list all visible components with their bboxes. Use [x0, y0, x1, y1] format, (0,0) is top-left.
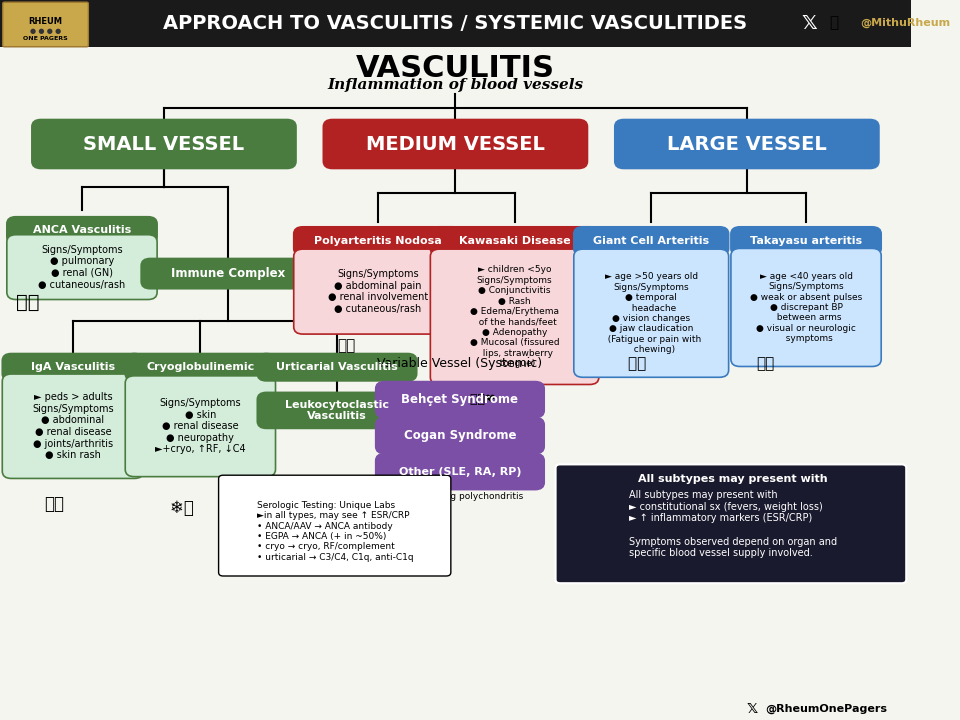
Text: Inflammation of blood vessels: Inflammation of blood vessels — [327, 78, 584, 92]
FancyBboxPatch shape — [574, 249, 729, 377]
Text: VASCULITIS: VASCULITIS — [356, 54, 555, 83]
Text: Signs/Symptoms
● pulmonary
● renal (GN)
● cutaneous/rash: Signs/Symptoms ● pulmonary ● renal (GN) … — [38, 245, 126, 289]
Text: All subtypes may present with: All subtypes may present with — [638, 474, 828, 484]
FancyBboxPatch shape — [32, 120, 296, 168]
Text: APPROACH TO VASCULITIS / SYSTEMIC VASCULITIDES: APPROACH TO VASCULITIS / SYSTEMIC VASCUL… — [163, 14, 748, 32]
FancyBboxPatch shape — [7, 217, 157, 244]
FancyBboxPatch shape — [2, 374, 143, 479]
FancyBboxPatch shape — [375, 418, 544, 454]
Text: 🫁🫘: 🫁🫘 — [15, 293, 39, 312]
Text: LARGE VESSEL: LARGE VESSEL — [667, 135, 827, 153]
Text: ● ● ● ●: ● ● ● ● — [30, 28, 61, 34]
FancyBboxPatch shape — [614, 120, 879, 168]
Text: IgA Vasculitis: IgA Vasculitis — [31, 362, 115, 372]
Text: Behçet Syndrome: Behçet Syndrome — [401, 393, 518, 406]
Text: @MithuRheum: @MithuRheum — [861, 18, 950, 28]
Text: ANCA Vasculitis: ANCA Vasculitis — [33, 225, 132, 235]
Text: MEDIUM VESSEL: MEDIUM VESSEL — [366, 135, 545, 153]
Text: Other (SLE, RA, RP): Other (SLE, RA, RP) — [398, 467, 521, 477]
Text: Immune Complex: Immune Complex — [171, 267, 285, 280]
FancyBboxPatch shape — [257, 354, 417, 381]
Text: ONE PAGERS: ONE PAGERS — [23, 37, 68, 41]
FancyBboxPatch shape — [7, 235, 157, 300]
FancyBboxPatch shape — [257, 392, 417, 428]
Text: Urticarial Vasculitis: Urticarial Vasculitis — [276, 362, 397, 372]
FancyBboxPatch shape — [375, 382, 544, 418]
Text: Cryoglobulinemic: Cryoglobulinemic — [146, 362, 254, 372]
FancyBboxPatch shape — [430, 227, 599, 256]
FancyBboxPatch shape — [141, 258, 314, 289]
Text: 𝕏: 𝕏 — [802, 14, 817, 32]
Text: Signs/Symptoms
● abdominal pain
● renal involvement
● cutaneous/rash: Signs/Symptoms ● abdominal pain ● renal … — [328, 269, 428, 314]
Text: Leukocytoclastic
Vasculitis: Leukocytoclastic Vasculitis — [285, 400, 389, 421]
FancyBboxPatch shape — [294, 249, 462, 334]
Text: Cogan Syndrome: Cogan Syndrome — [404, 429, 516, 442]
Text: ► peds > adults
Signs/Symptoms
● abdominal
● renal disease
● joints/arthritis
● : ► peds > adults Signs/Symptoms ● abdomin… — [32, 392, 113, 460]
FancyBboxPatch shape — [731, 248, 881, 366]
FancyBboxPatch shape — [2, 354, 143, 381]
FancyBboxPatch shape — [375, 454, 544, 490]
FancyBboxPatch shape — [294, 227, 462, 256]
FancyBboxPatch shape — [324, 120, 588, 168]
FancyBboxPatch shape — [219, 475, 451, 576]
Text: ❄️🫘: ❄️🫘 — [170, 499, 194, 517]
Text: Signs/Symptoms
● skin
● renal disease
● neuropathy
►+cryo, ↑RF, ↓C4: Signs/Symptoms ● skin ● renal disease ● … — [156, 398, 246, 454]
Text: 🫘🔬: 🫘🔬 — [337, 338, 355, 353]
Text: 🩺💊: 🩺💊 — [756, 356, 774, 371]
FancyBboxPatch shape — [731, 227, 881, 256]
Text: @RheumOnePagers: @RheumOnePagers — [765, 704, 887, 714]
Text: All subtypes may present with
► constitutional sx (fevers, weight loss)
► ↑ infl: All subtypes may present with ► constitu… — [629, 490, 837, 558]
Text: RHEUM: RHEUM — [29, 17, 62, 26]
FancyBboxPatch shape — [3, 2, 88, 47]
Text: 🍓👁️❤️: 🍓👁️❤️ — [470, 393, 495, 406]
FancyBboxPatch shape — [125, 354, 276, 381]
FancyBboxPatch shape — [556, 464, 906, 583]
Text: 👁️🩺: 👁️🩺 — [629, 356, 647, 371]
Text: Takayasu arteritis: Takayasu arteritis — [750, 236, 862, 246]
Text: RP: relapsing polychondritis: RP: relapsing polychondritis — [396, 492, 523, 501]
Text: ► children <5yo
Signs/Symptoms
● Conjunctivitis
● Rash
● Edema/Erythema
  of the: ► children <5yo Signs/Symptoms ● Conjunc… — [469, 266, 560, 368]
Text: SMALL VESSEL: SMALL VESSEL — [84, 135, 245, 153]
FancyBboxPatch shape — [0, 0, 911, 47]
Text: ► age >50 years old
Signs/Symptoms
● temporal
  headache
● vision changes
● jaw : ► age >50 years old Signs/Symptoms ● tem… — [602, 272, 701, 354]
Text: 𝕏: 𝕏 — [747, 702, 758, 716]
FancyBboxPatch shape — [430, 249, 599, 384]
FancyBboxPatch shape — [125, 376, 276, 477]
Text: Variable Vessel (Systemic): Variable Vessel (Systemic) — [377, 357, 542, 370]
Text: ► age <40 years old
Signs/Symptoms
● weak or absent pulses
● discrepant BP
  bet: ► age <40 years old Signs/Symptoms ● wea… — [750, 271, 862, 343]
Text: Giant Cell Arteritis: Giant Cell Arteritis — [593, 236, 709, 246]
FancyBboxPatch shape — [574, 227, 729, 256]
Text: 👧🫘: 👧🫘 — [45, 495, 64, 513]
Text: 🐦: 🐦 — [828, 16, 838, 30]
Text: Polyarteritis Nodosa: Polyarteritis Nodosa — [314, 236, 442, 246]
Text: Kawasaki Disease: Kawasaki Disease — [459, 236, 570, 246]
Text: Serologic Testing: Unique Labs
►in all types, may see ↑ ESR/CRP
• ANCA/AAV → ANC: Serologic Testing: Unique Labs ►in all t… — [257, 501, 414, 562]
